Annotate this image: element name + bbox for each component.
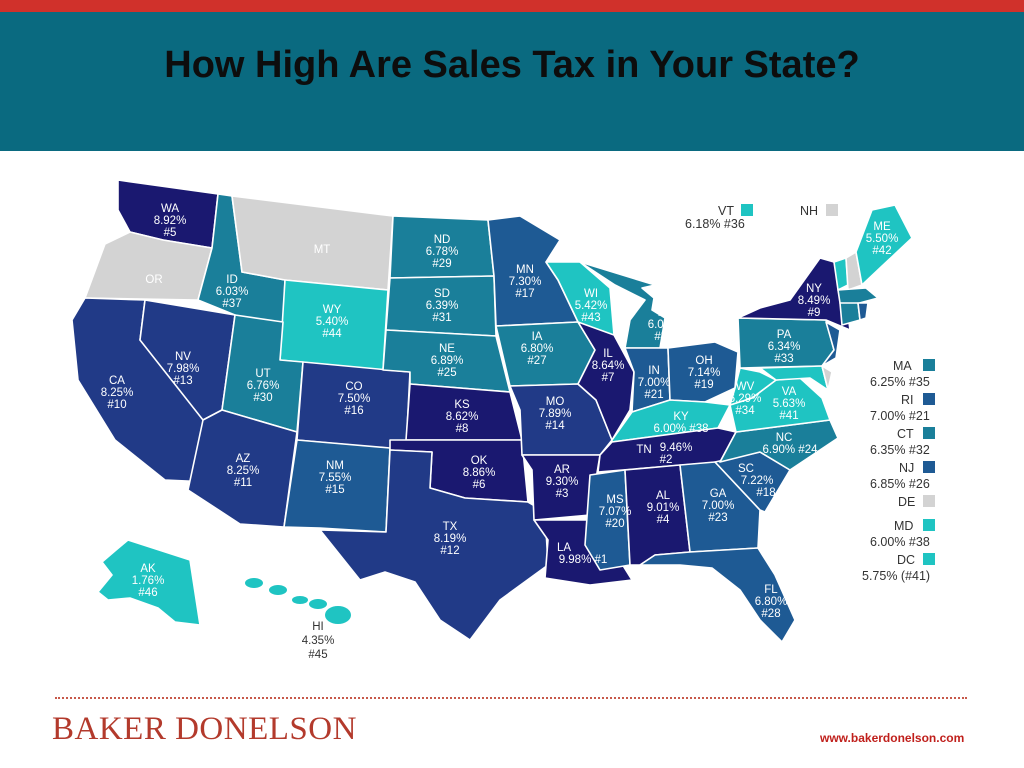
svg-text:IL8.64%#7: IL 8.64% #7 (592, 348, 625, 384)
state-mi (579, 261, 666, 349)
svg-text:MI6.00%#38: MI 6.00% #38 (648, 307, 681, 343)
svg-text:KY6.00% #38: KY 6.00% #38 (654, 411, 709, 435)
svg-text:CT: CT (897, 427, 914, 441)
svg-text:6.18% #36: 6.18% #36 (685, 217, 745, 231)
svg-text:6.25% #35: 6.25% #35 (870, 375, 930, 389)
svg-text:WA8.92%#5: WA 8.92% #5 (154, 203, 187, 239)
svg-text:MN7.30%#17: MN 7.30% #17 (509, 264, 542, 300)
svg-text:KS8.62%#8: KS 8.62% #8 (446, 399, 479, 435)
state-fl (639, 547, 796, 643)
svg-text:NY8.49%#9: NY 8.49% #9 (798, 283, 831, 319)
svg-text:VT: VT (718, 204, 734, 218)
state-tx (319, 449, 549, 641)
state-me (855, 204, 913, 286)
svg-text:OR: OR (145, 274, 162, 286)
svg-text:RI: RI (901, 393, 914, 407)
svg-text:VA5.63%#41: VA 5.63% #41 (773, 386, 806, 422)
top-accent-bar (0, 0, 1024, 12)
baker-donelson-logo: BAKER DONELSON (52, 711, 357, 747)
svg-text:TX8.19%#12: TX 8.19% #12 (434, 521, 467, 557)
svg-text:NH: NH (800, 204, 818, 218)
state-ga (679, 461, 761, 553)
website-link[interactable]: www.bakerdonelson.com (820, 731, 965, 745)
svg-text:SC7.22%#18: SC 7.22% #18 (738, 463, 776, 499)
svg-text:FL6.80%#28: FL 6.80% #28 (755, 584, 788, 620)
svg-text:DC: DC (897, 553, 915, 567)
small-states-legend: VT 6.18% #36 NH MA 6.25% #35 RI 7.00% #2… (685, 204, 935, 583)
svg-text:WV6.29%#34: WV 6.29% #34 (729, 381, 762, 417)
state-ma (837, 287, 879, 306)
svg-text:MA: MA (893, 359, 912, 373)
svg-text:UT6.76%#30: UT 6.76% #30 (247, 368, 280, 404)
svg-text:CO7.50%#16: CO 7.50% #16 (338, 381, 371, 417)
page-title: How High Are Sales Tax in Your State? (164, 44, 860, 86)
state-nj (821, 321, 841, 367)
svg-text:NJ: NJ (899, 461, 914, 475)
footer-divider (55, 697, 967, 699)
svg-text:AK1.76%#46: AK 1.76% #46 (132, 563, 165, 599)
svg-text:AL9.01%#4: AL 9.01% #4 (647, 490, 680, 526)
svg-text:DE: DE (898, 495, 915, 509)
state-de (821, 365, 833, 391)
state-ak (97, 539, 201, 626)
svg-text:TN9.46%#2: TN 9.46% #2 (636, 442, 692, 466)
us-sales-tax-map: WA 8.92% #5 OR MT ID 6.03% #37 WY 5.40% #44 NV… (71, 179, 935, 661)
svg-text:ME5.50%#42: ME 5.50% #42 (866, 221, 899, 257)
svg-text:MD: MD (894, 519, 913, 533)
svg-text:IN7.00%#21: IN 7.00% #21 (638, 365, 671, 401)
state-ri (857, 302, 869, 321)
svg-text:SD6.39%#31: SD 6.39% #31 (426, 288, 459, 324)
svg-text:NE6.89%#25: NE 6.89% #25 (431, 343, 464, 379)
svg-text:OH7.14%#19: OH 7.14% #19 (688, 355, 721, 391)
svg-text:GA7.00%#23: GA 7.00% #23 (702, 488, 735, 524)
svg-text:ID6.03%#37: ID 6.03% #37 (216, 274, 249, 310)
state-nm (283, 439, 391, 533)
state-md (759, 365, 829, 391)
svg-text:HI4.35%#45: HI 4.35% #45 (302, 621, 335, 661)
svg-text:AZ8.25%#11: AZ 8.25% #11 (227, 453, 260, 489)
svg-text:WI5.42%#43: WI 5.42% #43 (575, 288, 608, 324)
svg-text:MS7.07%#20: MS 7.07% #20 (599, 494, 632, 530)
state-ar (521, 454, 601, 521)
svg-text:PA6.34%#33: PA 6.34% #33 (768, 329, 801, 365)
state-ct (839, 302, 861, 326)
svg-text:7.00% #21: 7.00% #21 (870, 409, 930, 423)
svg-text:OK8.86%#6: OK 8.86% #6 (463, 455, 496, 491)
svg-text:MT: MT (314, 244, 331, 256)
header-banner (0, 12, 1024, 151)
svg-text:ND6.78%#29: ND 6.78% #29 (426, 234, 459, 270)
svg-text:LA9.98% #1: LA 9.98% #1 (557, 542, 607, 566)
svg-text:NV7.98%#13: NV 7.98% #13 (167, 351, 200, 387)
svg-text:NM7.55%#15: NM 7.55% #15 (319, 460, 352, 496)
svg-text:5.75% (#41): 5.75% (#41) (862, 569, 930, 583)
svg-text:6.85% #26: 6.85% #26 (870, 477, 930, 491)
svg-text:MO7.89%#14: MO 7.89% #14 (539, 396, 572, 432)
svg-text:NC6.90% #24: NC 6.90% #24 (763, 432, 819, 456)
svg-text:WY5.40%#44: WY 5.40% #44 (316, 304, 349, 340)
svg-text:6.35% #32: 6.35% #32 (870, 443, 930, 457)
svg-text:IA6.80%#27: IA 6.80% #27 (521, 331, 554, 367)
state-hi (245, 578, 351, 624)
state-labels: WA 8.92% #5 OR MT ID 6.03% #37 WY 5.40% #44 NV… (101, 203, 899, 661)
svg-text:6.00% #38: 6.00% #38 (870, 535, 930, 549)
state-ms (584, 469, 631, 571)
svg-text:CA8.25%#10: CA 8.25% #10 (101, 375, 134, 411)
svg-text:AR9.30%#3: AR 9.30% #3 (546, 464, 579, 500)
